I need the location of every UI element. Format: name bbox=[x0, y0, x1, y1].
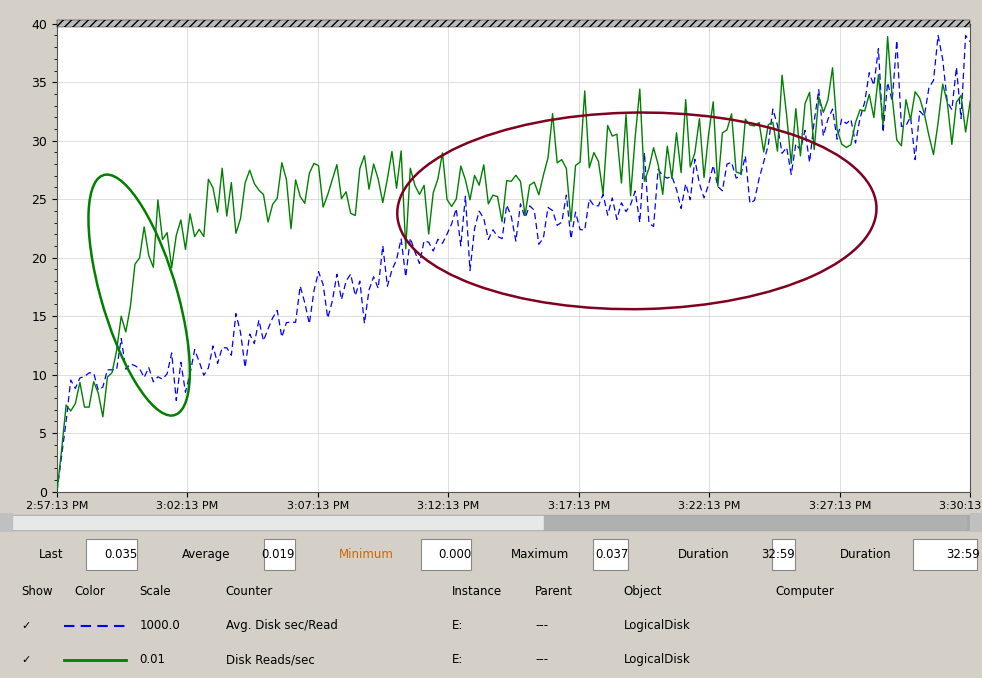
Text: 1000.0: 1000.0 bbox=[139, 619, 180, 633]
Text: ✓: ✓ bbox=[22, 655, 31, 664]
Text: LogicalDisk: LogicalDisk bbox=[624, 653, 690, 666]
FancyBboxPatch shape bbox=[264, 538, 295, 570]
Text: Show: Show bbox=[22, 585, 53, 599]
Bar bbox=[970, 513, 982, 532]
FancyBboxPatch shape bbox=[593, 538, 628, 570]
Text: Last: Last bbox=[39, 548, 64, 561]
Text: Minimum: Minimum bbox=[339, 548, 394, 561]
Bar bbox=[544, 516, 966, 530]
Bar bbox=[12, 515, 970, 530]
Text: E:: E: bbox=[452, 653, 464, 666]
Text: 0.01: 0.01 bbox=[139, 653, 165, 666]
Text: Color: Color bbox=[75, 585, 105, 599]
Bar bbox=[13, 516, 543, 530]
Text: Maximum: Maximum bbox=[511, 548, 569, 561]
Text: Parent: Parent bbox=[535, 585, 573, 599]
Text: Computer: Computer bbox=[776, 585, 835, 599]
Text: Disk Reads/sec: Disk Reads/sec bbox=[226, 653, 314, 666]
Bar bbox=[57, 20, 970, 27]
FancyBboxPatch shape bbox=[913, 538, 977, 570]
FancyBboxPatch shape bbox=[86, 538, 137, 570]
FancyBboxPatch shape bbox=[772, 538, 795, 570]
Bar bbox=[0, 513, 12, 532]
Text: ✓: ✓ bbox=[22, 621, 31, 631]
Text: Average: Average bbox=[182, 548, 230, 561]
Text: Counter: Counter bbox=[226, 585, 273, 599]
Text: 0.037: 0.037 bbox=[595, 548, 628, 561]
Text: 32:59: 32:59 bbox=[762, 548, 795, 561]
Text: 32:59: 32:59 bbox=[947, 548, 980, 561]
Text: Duration: Duration bbox=[840, 548, 892, 561]
Text: Duration: Duration bbox=[678, 548, 730, 561]
Text: E:: E: bbox=[452, 619, 464, 633]
Text: Instance: Instance bbox=[452, 585, 502, 599]
Text: Avg. Disk sec/Read: Avg. Disk sec/Read bbox=[226, 619, 338, 633]
Text: 0.035: 0.035 bbox=[104, 548, 137, 561]
Text: LogicalDisk: LogicalDisk bbox=[624, 619, 690, 633]
FancyBboxPatch shape bbox=[421, 538, 471, 570]
Text: ---: --- bbox=[535, 653, 548, 666]
Text: ---: --- bbox=[535, 619, 548, 633]
Text: Object: Object bbox=[624, 585, 662, 599]
Text: Scale: Scale bbox=[139, 585, 171, 599]
Text: 0.019: 0.019 bbox=[261, 548, 295, 561]
Text: 0.000: 0.000 bbox=[438, 548, 471, 561]
